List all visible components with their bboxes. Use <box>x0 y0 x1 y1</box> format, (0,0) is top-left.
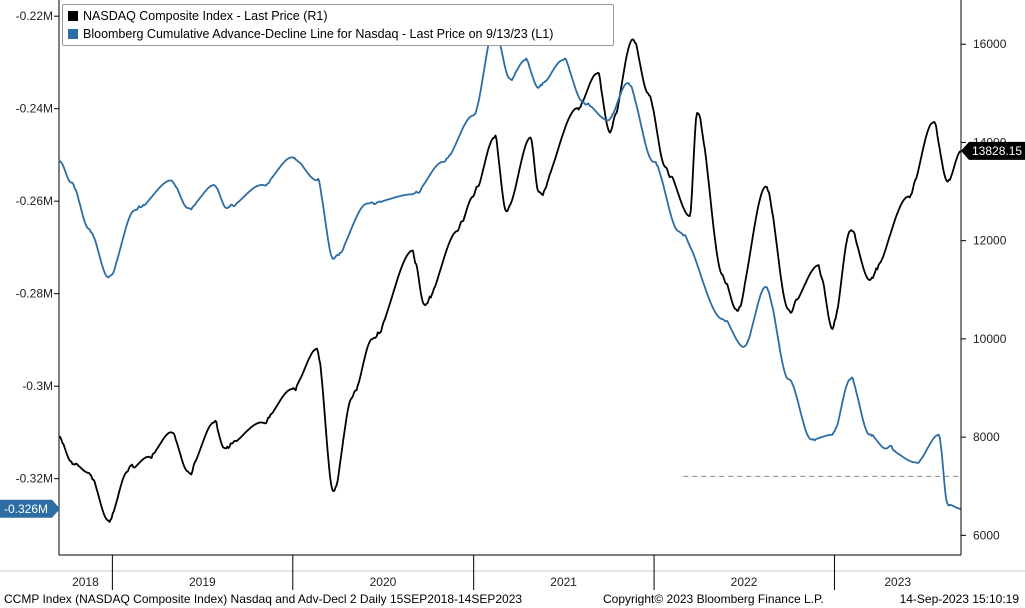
legend-label-nasdaq: NASDAQ Composite Index - Last Price (R1) <box>83 9 328 23</box>
legend-item-nasdaq: NASDAQ Composite Index - Last Price (R1) <box>68 8 328 25</box>
right-tick-label: 8000 <box>973 430 1000 444</box>
x-tick-label: 2020 <box>370 575 397 589</box>
legend-swatch-nasdaq <box>68 11 78 21</box>
left-tick-label: -0.3M <box>22 379 53 393</box>
x-tick-label: 2022 <box>731 575 758 589</box>
legend-swatch-adv-decline <box>68 29 78 39</box>
footer: CCMP Index (NASDAQ Composite Index) Nasd… <box>0 590 1025 608</box>
x-tick-label: 2023 <box>884 575 911 589</box>
series-line-nasdaq <box>58 38 962 523</box>
footer-copyright: Copyright© 2023 Bloomberg Finance L.P. <box>603 592 824 606</box>
footer-timestamp: 14-Sep-2023 15:10:19 <box>899 592 1019 606</box>
left-tick-label: -0.22M <box>16 9 53 23</box>
right-last-value-tag <box>961 141 1025 160</box>
footer-source: CCMP Index (NASDAQ Composite Index) Nasd… <box>4 592 523 606</box>
right-last-value-label: 13828.15 <box>972 144 1022 158</box>
last-value-tags: -0.326M 13828.15 <box>0 141 1025 518</box>
legend-item-adv-decline: Bloomberg Cumulative Advance-Decline Lin… <box>68 26 553 43</box>
plot-frame <box>58 0 962 556</box>
series-layer <box>58 26 962 523</box>
legend: NASDAQ Composite Index - Last Price (R1)… <box>62 4 614 46</box>
left-tick-label: -0.26M <box>16 194 53 208</box>
left-tick-label: -0.28M <box>16 287 53 301</box>
left-last-value-tag <box>0 499 60 518</box>
x-tick-label: 2019 <box>189 575 216 589</box>
x-tick-label: 2018 <box>72 575 99 589</box>
left-tick-label: -0.32M <box>16 472 53 486</box>
right-tick-label: 16000 <box>973 37 1007 51</box>
series-line-adv-decline <box>58 26 961 510</box>
x-tick-label: 2021 <box>550 575 577 589</box>
left-axis: -0.22M -0.24M -0.26M -0.28M -0.3M -0.32M <box>16 9 59 486</box>
left-tick-label: -0.24M <box>16 102 53 116</box>
right-tick-label: 6000 <box>973 528 1000 542</box>
right-tick-label: 12000 <box>973 234 1007 248</box>
x-axis: 2018 2019 2020 2021 2022 2023 <box>0 555 1025 590</box>
right-axis: 6000800010000120001400016000 <box>961 37 1007 542</box>
chart: -0.22M -0.24M -0.26M -0.28M -0.3M -0.32M 6000… <box>0 0 1025 590</box>
left-last-value-label: -0.326M <box>4 502 48 516</box>
right-tick-label: 10000 <box>973 332 1007 346</box>
legend-label-adv-decline: Bloomberg Cumulative Advance-Decline Lin… <box>83 27 554 41</box>
